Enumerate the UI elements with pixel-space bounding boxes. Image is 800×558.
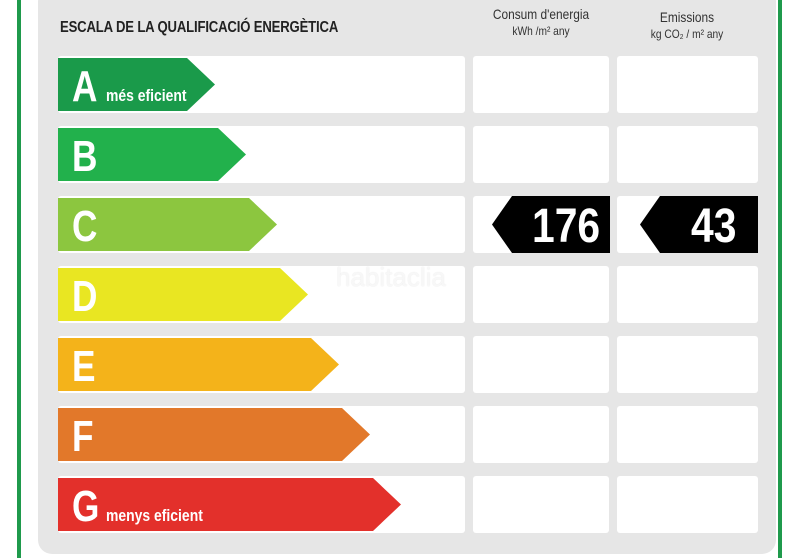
left-border [17,0,21,558]
consumption-cell [473,126,609,183]
emissions-cell [617,266,758,323]
rating-letter: F [72,412,94,461]
consumption-cell [473,56,609,113]
rating-letter: D [72,272,98,321]
emissions-cell [617,56,758,113]
rating-arrow [58,408,370,461]
rating-letter: E [72,342,96,391]
emissions-cell [617,476,758,533]
rating-arrow [58,198,277,251]
emissions-header: Emissions kg CO₂ / m² any [623,9,751,43]
emissions-value-badge: 43 [640,196,758,253]
emissions-cell [617,126,758,183]
consumption-value-badge: 176 [492,196,610,253]
consumption-header: Consum d'energia kWh /m² any [479,6,603,40]
consumption-cell [473,336,609,393]
emissions-cell [617,406,758,463]
emissions-value: 43 [690,200,736,253]
consumption-cell [473,406,609,463]
consumption-value: 176 [531,200,600,253]
rating-arrow [58,268,308,321]
consumption-cell [473,476,609,533]
rating-arrow [58,338,339,391]
consumption-label: Consum d'energia [492,6,590,22]
watermark: habitaclia [336,262,446,292]
rating-sublabel: menys eficient [106,506,203,525]
rating-letter: A [72,62,98,111]
emissions-cell [617,336,758,393]
rating-sublabel: més eficient [106,86,187,105]
label-title: ESCALA DE LA QUALIFICACIÓ ENERGÈTICA [60,19,339,36]
consumption-cell [473,266,609,323]
emissions-unit: kg CO₂ / m² any [650,27,724,41]
consumption-unit: kWh /m² any [512,24,570,38]
right-border [778,0,782,558]
emissions-label: Emissions [659,9,715,25]
rating-arrow [58,478,401,531]
rating-letter: C [72,202,98,251]
rating-letter: G [72,482,100,531]
rating-letter: B [72,132,98,181]
rating-arrow [58,128,246,181]
rating-arrow [58,58,215,111]
